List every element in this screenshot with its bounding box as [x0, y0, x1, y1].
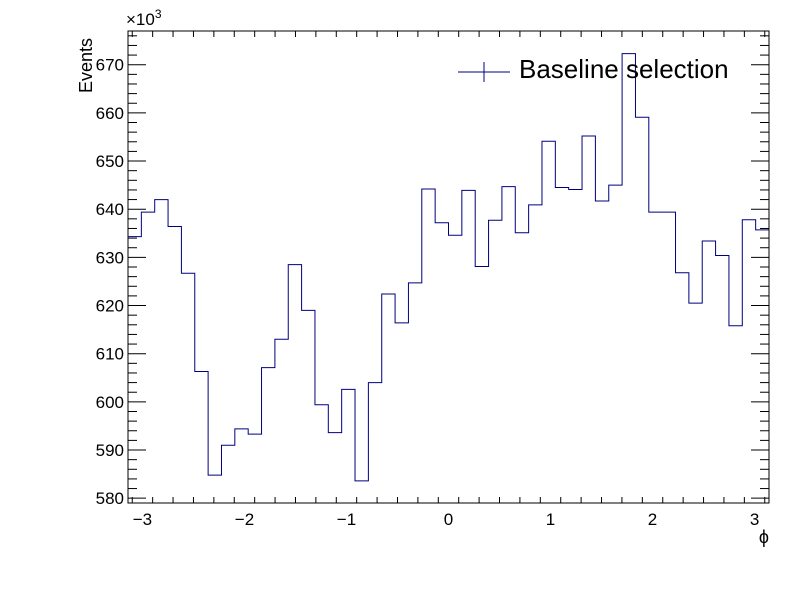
y-axis-title: Events: [76, 38, 96, 93]
y-tick-label: 670: [96, 56, 124, 75]
x-tick-label: −1: [337, 510, 356, 529]
x-axis-tick-labels: −3 −2 −1 0 1 2 3: [133, 510, 760, 529]
legend: Baseline selection: [458, 54, 729, 84]
x-tick-label: 2: [648, 510, 657, 529]
y-axis-tick-labels: 580 590 600 610 620 630 640 650 660 670: [96, 56, 124, 508]
y-axis-multiplier: ×103: [126, 7, 162, 29]
y-tick-label: 590: [96, 441, 124, 460]
legend-label: Baseline selection: [519, 54, 729, 84]
y-tick-label: 630: [96, 248, 124, 267]
y-axis-ticks: [128, 35, 769, 499]
y-tick-label: 640: [96, 200, 124, 219]
x-tick-label: 0: [444, 510, 453, 529]
histogram-line-baseline-selection: [128, 53, 769, 482]
y-tick-label: 610: [96, 345, 124, 364]
y-tick-label: 660: [96, 104, 124, 123]
y-tick-label: 600: [96, 393, 124, 412]
x-axis-title: ϕ: [759, 527, 769, 547]
y-tick-label: 580: [96, 489, 124, 508]
y-tick-label: 620: [96, 297, 124, 316]
plot-frame: [127, 30, 770, 504]
x-tick-label: 3: [750, 510, 759, 529]
x-axis-ticks: [131, 31, 766, 503]
x-tick-label: −3: [133, 510, 152, 529]
y-tick-label: 650: [96, 152, 124, 171]
x-tick-label: −2: [235, 510, 254, 529]
x-tick-label: 1: [546, 510, 555, 529]
